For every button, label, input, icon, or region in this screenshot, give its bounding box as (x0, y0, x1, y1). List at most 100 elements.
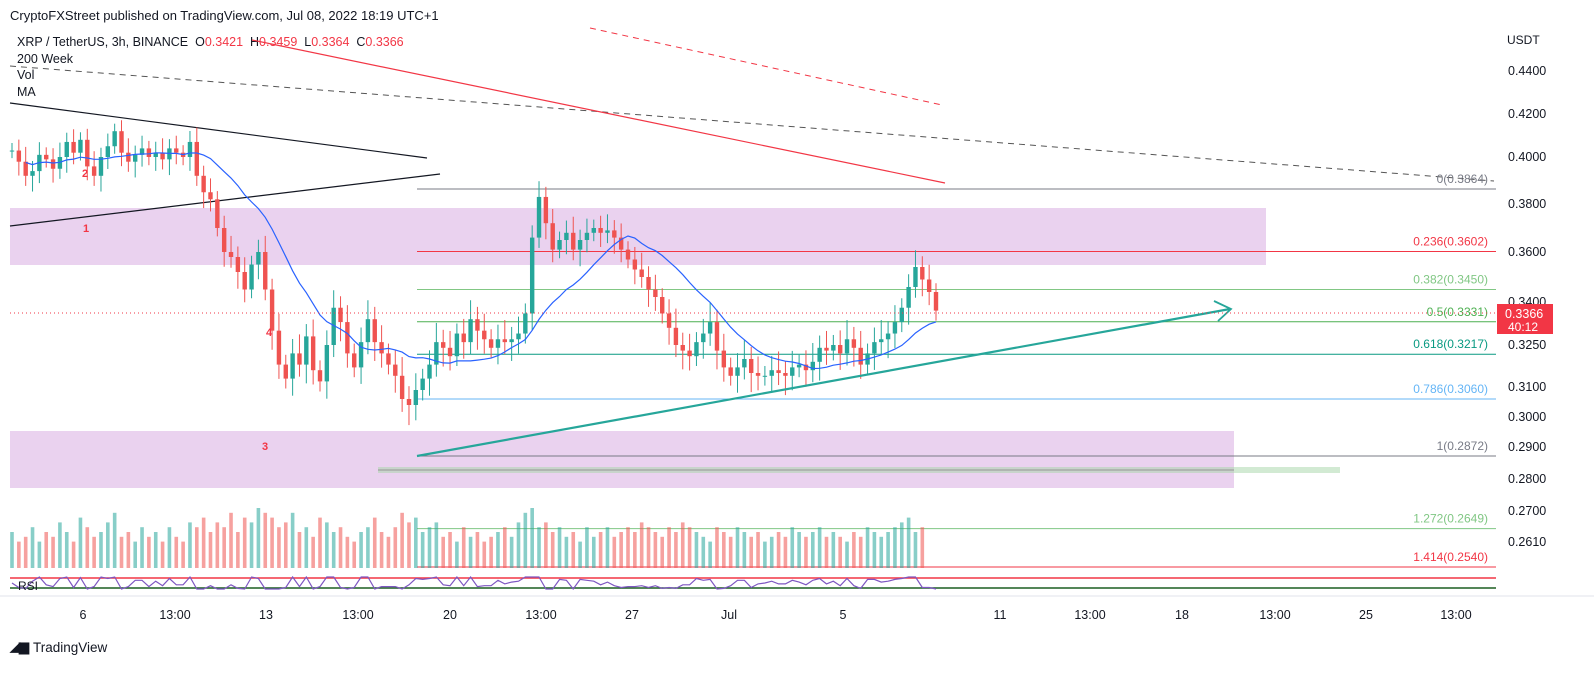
volume-bar (701, 536, 706, 568)
volume-bar (646, 527, 651, 568)
volume-bar (544, 522, 548, 568)
volume-bar (195, 527, 199, 568)
candles (9, 120, 939, 426)
volume-bar (667, 527, 671, 568)
fib-level-label: 0(0.3864) (1437, 172, 1488, 186)
volume-bar (742, 532, 747, 568)
volume-bar (270, 517, 274, 568)
price-tick-label: 0.2700 (1508, 504, 1546, 518)
black-triangle-upper (9, 102, 428, 159)
volume-bar (106, 522, 110, 568)
volume-bar (530, 508, 534, 568)
candle-body (488, 339, 494, 348)
time-axis[interactable]: 6 13:00 13 13:00 20 13:00 27 Jul 5 11 13:00 18 13:00… (80, 608, 1472, 622)
volume-bar (680, 522, 685, 568)
fib-level-label: 1(0.2872) (1437, 439, 1488, 453)
candle-body (844, 339, 850, 354)
candle-body (673, 327, 679, 345)
candle-body (632, 259, 638, 270)
candle-body (571, 232, 576, 250)
candle-body (831, 345, 836, 351)
candle-body (906, 287, 911, 308)
fib-level-label: 0.618(0.3217) (1413, 337, 1488, 351)
volume-bar (557, 527, 562, 568)
candle-body (858, 347, 863, 365)
candle-body (879, 339, 884, 343)
time-tick-label: 27 (625, 608, 639, 622)
tradingview-logo[interactable]: ◢▆ TradingView (10, 639, 107, 655)
high-value: 0.3459 (259, 35, 298, 49)
candle-body (276, 330, 282, 365)
candle-body (817, 347, 822, 362)
candle-body (824, 347, 829, 351)
support-arrow-head (1213, 300, 1233, 322)
candle-body (612, 230, 617, 238)
volume-bar (420, 532, 425, 568)
price-chart[interactable]: 0(0.3864) 0.236(0.3602) 0.382(0.3450) 0.5(0… (0, 0, 1594, 630)
volume-bar (824, 536, 829, 568)
symbol-label[interactable]: XRP / TetherUS, 3h, BINANCE (17, 35, 189, 49)
rsi-label[interactable]: RSI (18, 579, 38, 593)
volume-bar (468, 536, 473, 568)
candle-body (317, 370, 323, 382)
candle-body (208, 192, 213, 200)
volume-bar (208, 532, 213, 568)
black-triangle-lower (9, 173, 441, 227)
volume-bar (674, 532, 678, 568)
candle-body (44, 154, 49, 160)
candle-body (783, 373, 788, 376)
volume-bar (797, 532, 801, 568)
volume-bar (769, 536, 774, 568)
volume-bar (427, 527, 432, 568)
volume-bar (455, 541, 459, 568)
candle-body (591, 228, 596, 233)
volume-bar (749, 536, 753, 568)
price-tick-label: 0.4000 (1508, 150, 1546, 164)
wave-label-1: 1 (83, 223, 89, 235)
candle-body (249, 264, 254, 290)
currency-label: USDT (1507, 33, 1540, 47)
candle-body (139, 148, 145, 155)
candle-body (352, 353, 357, 368)
last-price-value: 0.3366 (1505, 307, 1543, 321)
candle-body (434, 342, 439, 365)
volume-bar (503, 527, 507, 568)
indicator-200-week[interactable]: 200 Week (17, 51, 74, 66)
time-tick-label: Jul (721, 608, 737, 622)
volume-bars (10, 508, 925, 568)
candle-body (105, 146, 111, 157)
tradingview-mark-icon: ◢▆ (10, 639, 29, 654)
fib-level-label: 0.5(0.3331) (1427, 305, 1488, 319)
fib-level-label: 1.272(0.2649) (1413, 512, 1488, 526)
price-tick-label: 0.4200 (1508, 107, 1546, 121)
volume-bar (112, 512, 117, 568)
volume-bar (872, 532, 877, 568)
indicator-ma[interactable]: MA (17, 84, 36, 99)
volume-bar (325, 522, 329, 568)
volume-bar (58, 522, 62, 568)
candle-body (564, 232, 569, 240)
candle-body (263, 252, 268, 290)
open-value: 0.3421 (204, 35, 244, 49)
candle-body (393, 364, 398, 376)
publisher-line: CryptoFXStreet published on TradingView.… (10, 8, 439, 23)
fibonacci-retracement[interactable]: 0(0.3864) 0.236(0.3602) 0.382(0.3450) 0.5(0… (417, 172, 1496, 568)
volume-bar (906, 517, 911, 568)
volume-bar (858, 536, 863, 568)
indicator-volume[interactable]: Vol (17, 68, 35, 82)
time-tick-label: 25 (1359, 608, 1373, 622)
candle-body (228, 252, 234, 257)
candle-body (646, 277, 651, 290)
time-tick-label: 13:00 (1440, 608, 1471, 622)
candle-body (413, 390, 419, 405)
candle-body (776, 370, 781, 373)
volume-bar (516, 522, 521, 568)
volume-bar (30, 527, 35, 568)
candle-body (399, 375, 405, 399)
candle-body (71, 141, 76, 153)
candle-body (523, 313, 528, 334)
candle-body (269, 289, 275, 331)
candle-body (790, 367, 795, 376)
time-tick-label: 13:00 (1259, 608, 1290, 622)
candle-body (447, 347, 453, 357)
